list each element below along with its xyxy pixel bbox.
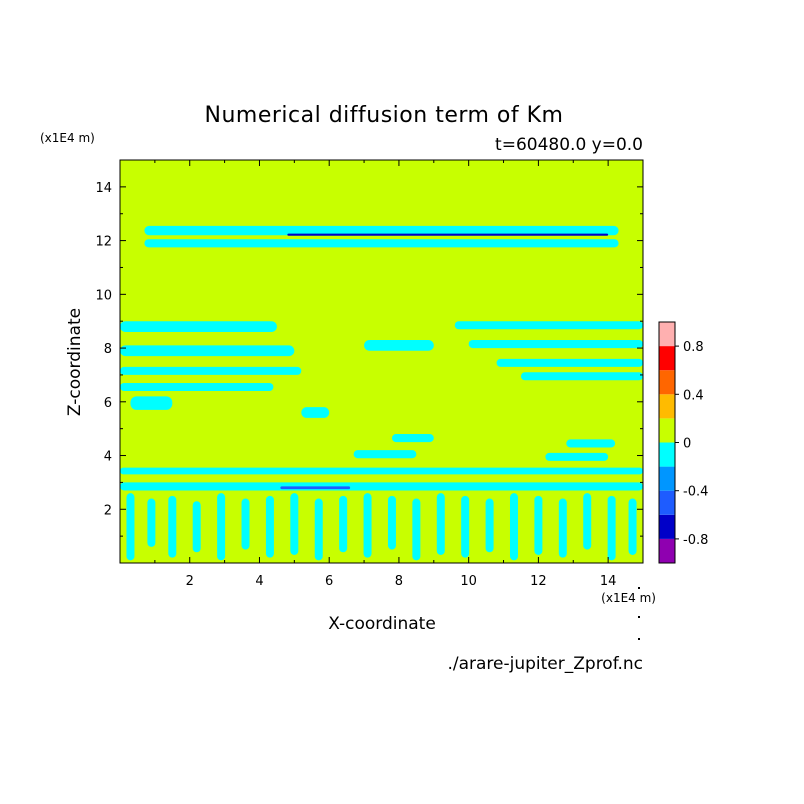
contour-band [545, 452, 609, 461]
stray-dot [638, 638, 640, 640]
colorbar-swatch [659, 346, 675, 371]
colorbar-swatch [659, 418, 675, 443]
contour-streak [168, 495, 177, 558]
contour-band [301, 407, 330, 418]
contour-streak [265, 495, 274, 558]
plot-frame [119, 159, 644, 564]
contour-band [454, 321, 643, 330]
axis-ticks: 2 4 6 8 10 12 14 2 4 6 8 10 12 14 [95, 160, 643, 589]
colorbar-tick-label: -0.8 [683, 533, 708, 548]
contour-streak [509, 493, 518, 561]
contour-streak [314, 498, 323, 561]
contour-streak [412, 498, 421, 561]
contour-streak [147, 498, 156, 547]
y-axis-label: Z-coordinate [65, 308, 85, 416]
source-filename: ./arare-jupiter_Zprof.nc [447, 654, 643, 674]
colorbar-tick-label: 0.4 [683, 388, 704, 403]
contour-streak [461, 495, 470, 558]
x-tick-label: 2 [186, 574, 194, 589]
contour-streak [387, 495, 396, 550]
x-axis-label: X-coordinate [328, 614, 436, 634]
y-tick-label: 14 [95, 181, 112, 196]
x-tick-label: 6 [325, 574, 333, 589]
contour-band [120, 366, 302, 375]
contour-band [287, 233, 609, 236]
stray-dots [638, 587, 640, 640]
contour-streak [628, 498, 637, 555]
x-tick-label: 10 [460, 574, 477, 589]
colorbar-swatch [659, 466, 675, 491]
plot-area: 2 4 6 8 10 12 14 2 4 6 8 10 12 14 [95, 159, 644, 589]
contour-band [144, 239, 619, 248]
colorbar: 0.8 0.4 0 -0.4 -0.8 [658, 321, 708, 564]
contour-band [130, 396, 173, 410]
x-axis-labels: (x1E4 m) X-coordinate Z-coordinate [65, 308, 656, 634]
y-tick-label: 8 [104, 342, 112, 357]
colorbar-tick-label: 0 [683, 437, 691, 452]
contour-band [520, 372, 643, 381]
colorbar-swatch [659, 490, 675, 515]
contour-band [566, 439, 616, 448]
colorbar-swatch [659, 538, 675, 563]
x-tick-label: 14 [600, 574, 617, 589]
contour-band [120, 345, 295, 357]
contour-streak [217, 493, 226, 561]
contour-band [353, 450, 417, 459]
contour-band [496, 358, 643, 367]
x-tick-label: 4 [255, 574, 263, 589]
contour-band [120, 321, 277, 332]
contour-streak [485, 498, 494, 553]
contour-band [120, 467, 643, 475]
y-tick-label: 2 [104, 503, 112, 518]
stray-dot [638, 587, 640, 589]
colorbar-swatch [659, 394, 675, 419]
y-unit-label: (x1E4 m) [40, 131, 95, 145]
contour-band [364, 340, 434, 351]
contour-streak [558, 498, 567, 558]
chart-subtitle: t=60480.0 y=0.0 [495, 135, 643, 155]
contour-band [120, 382, 274, 392]
title-group: Numerical diffusion term of Km t=60480.0… [40, 103, 643, 155]
contour-streak [534, 495, 543, 555]
contour-streak [607, 495, 616, 561]
contour-streak [363, 493, 372, 558]
colorbar-swatch [659, 442, 675, 467]
chart-title: Numerical diffusion term of Km [205, 103, 564, 128]
x-tick-label: 12 [530, 574, 547, 589]
colorbar-swatch [659, 514, 675, 539]
contour-streak [126, 493, 135, 561]
y-tick-label: 12 [95, 235, 112, 250]
colorbar-swatch [659, 322, 675, 347]
contour-band [468, 340, 643, 349]
y-tick-label: 4 [104, 450, 112, 465]
contour-streak [192, 501, 201, 553]
colorbar-swatch [659, 370, 675, 395]
contour-band [120, 482, 643, 491]
contour-streak [339, 495, 348, 553]
contour-streak [241, 498, 250, 550]
contour-band [391, 434, 434, 443]
contour-streak [290, 493, 299, 555]
stray-dot [638, 616, 640, 618]
contour-band [280, 486, 351, 490]
colorbar-tick-label: 0.8 [683, 340, 704, 355]
contour-streak [583, 493, 592, 550]
y-tick-label: 10 [95, 288, 112, 303]
contour-streak [436, 493, 445, 555]
x-tick-label: 8 [395, 574, 403, 589]
x-unit-label: (x1E4 m) [601, 591, 656, 605]
colorbar-tick-label: -0.4 [683, 485, 708, 500]
contour-band [144, 225, 619, 236]
y-tick-label: 6 [104, 396, 112, 411]
